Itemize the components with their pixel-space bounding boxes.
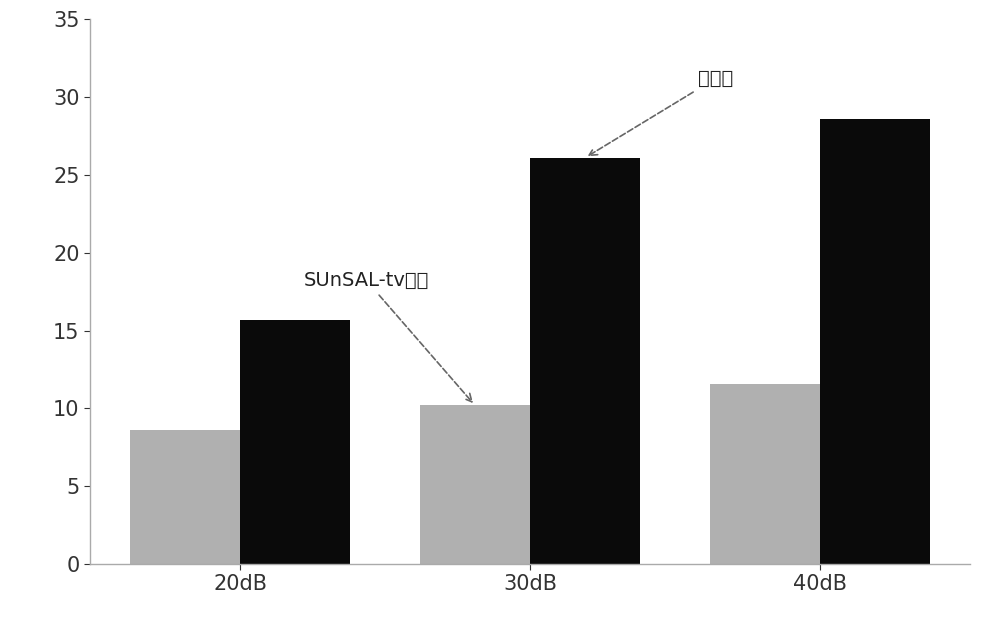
Bar (530, 158, 640, 564)
Text: 本发明: 本发明 (589, 69, 733, 155)
Bar (710, 383, 820, 564)
Text: SUnSAL-tv技术: SUnSAL-tv技术 (304, 271, 472, 402)
Bar (240, 320, 350, 564)
Bar (820, 119, 930, 564)
Bar (130, 430, 240, 564)
Bar (420, 405, 530, 564)
